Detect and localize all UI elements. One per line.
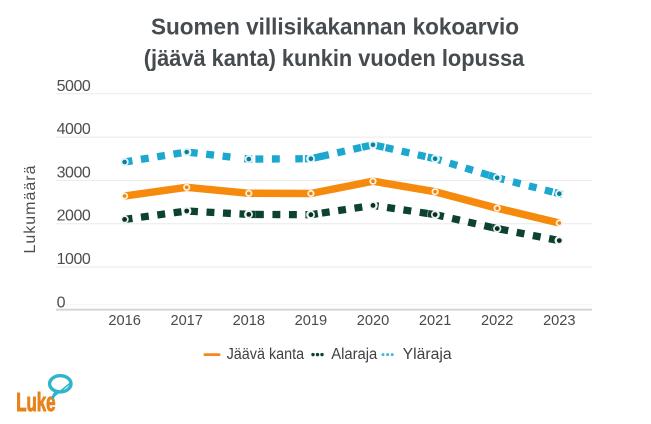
svg-text:Yläraja: Yläraja <box>403 346 452 363</box>
svg-text:Alaraja: Alaraja <box>331 346 377 363</box>
svg-text:Jäävä kanta: Jäävä kanta <box>227 346 305 363</box>
svg-text:2018: 2018 <box>233 313 265 329</box>
svg-text:Lukumäärä: Lukumäärä <box>22 164 39 253</box>
svg-text:5000: 5000 <box>57 78 91 95</box>
svg-text:2019: 2019 <box>295 313 327 329</box>
svg-text:3000: 3000 <box>57 164 91 181</box>
svg-text:Suomen villisikakannan kokoarv: Suomen villisikakannan kokoarvio <box>151 13 519 39</box>
svg-text:1000: 1000 <box>57 251 91 268</box>
svg-text:2021: 2021 <box>419 313 451 329</box>
svg-text:2000: 2000 <box>57 208 91 225</box>
svg-text:2022: 2022 <box>481 313 513 329</box>
svg-text:4000: 4000 <box>57 121 91 138</box>
svg-text:2023: 2023 <box>543 313 575 329</box>
svg-text:2020: 2020 <box>357 313 389 329</box>
svg-text:0: 0 <box>57 294 66 311</box>
svg-text:(jäävä kanta) kunkin vuoden lo: (jäävä kanta) kunkin vuoden lopussa <box>144 45 526 71</box>
svg-text:2017: 2017 <box>170 313 202 329</box>
svg-text:Luke: Luke <box>16 389 55 417</box>
svg-text:2016: 2016 <box>108 313 140 329</box>
